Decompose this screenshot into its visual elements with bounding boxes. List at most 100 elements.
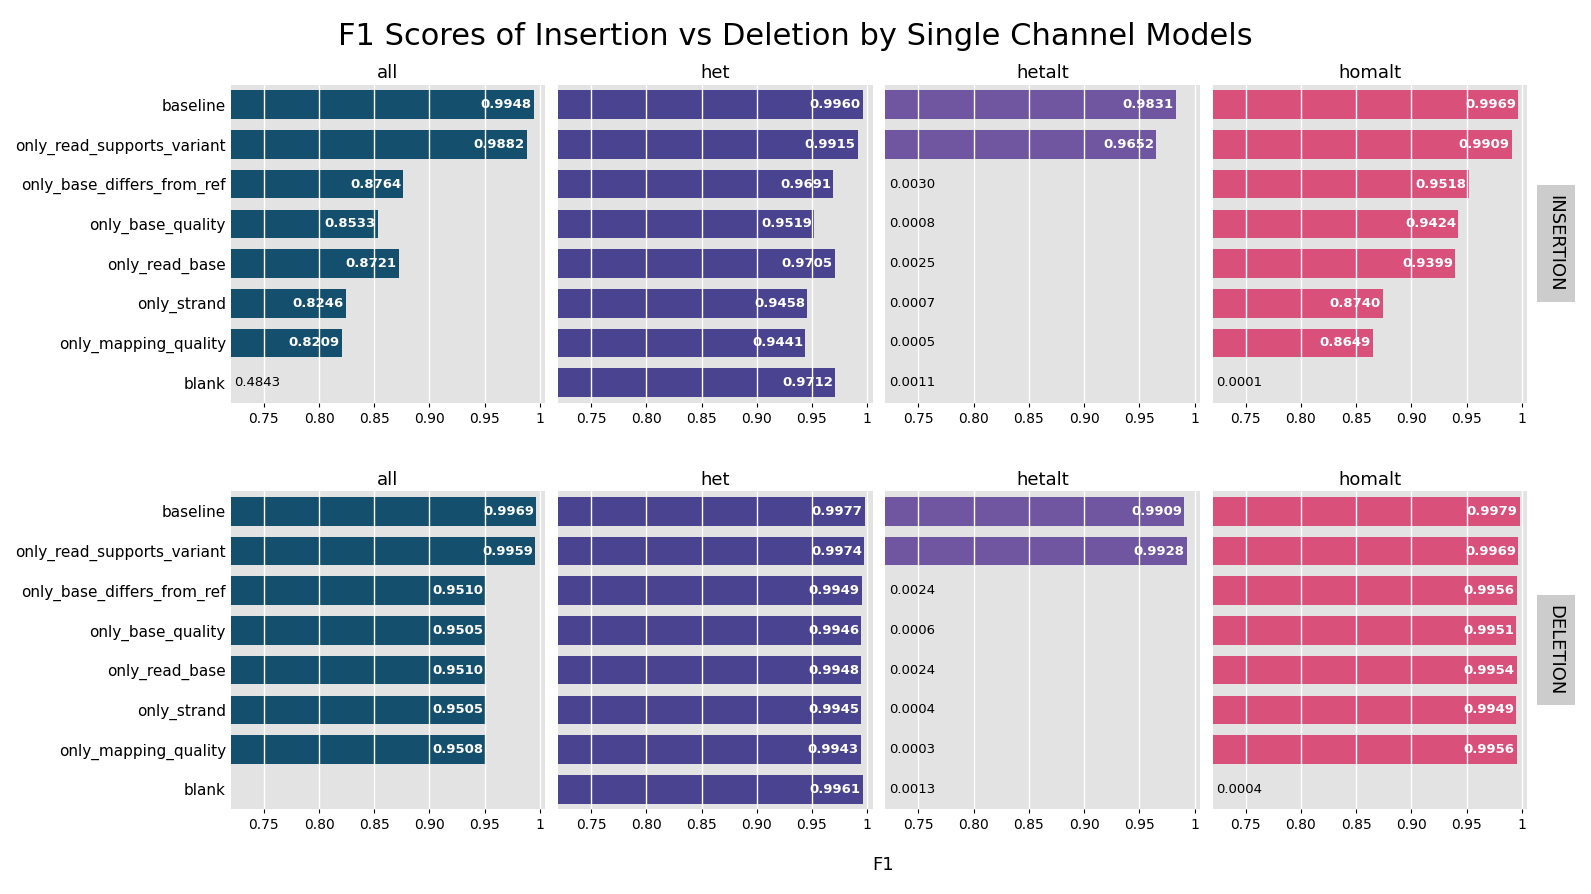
Title: hetalt: hetalt [1017, 470, 1069, 488]
Text: 0.9508: 0.9508 [433, 743, 484, 756]
Text: 0.4843: 0.4843 [234, 376, 280, 389]
Bar [231, 616, 485, 645]
Text: 0.9969: 0.9969 [1465, 98, 1516, 111]
Bar [1212, 656, 1516, 685]
Bar [1212, 329, 1373, 358]
Text: 0.9954: 0.9954 [1464, 663, 1515, 677]
Title: all: all [377, 64, 399, 82]
Bar [558, 616, 861, 645]
Bar [885, 90, 1176, 119]
Text: 0.9948: 0.9948 [480, 98, 531, 111]
Title: hetalt: hetalt [1017, 64, 1069, 82]
Text: F1 Scores of Insertion vs Deletion by Single Channel Models: F1 Scores of Insertion vs Deletion by Si… [339, 22, 1252, 51]
Bar [558, 577, 862, 605]
Text: 0.9969: 0.9969 [1465, 544, 1516, 558]
Text: 0.8533: 0.8533 [325, 217, 375, 231]
Bar [231, 170, 404, 198]
Text: 0.9705: 0.9705 [781, 257, 832, 270]
Text: 0.9831: 0.9831 [1123, 98, 1174, 111]
Text: 0.9948: 0.9948 [808, 663, 859, 677]
Text: 0.0003: 0.0003 [889, 743, 936, 756]
Text: 0.9505: 0.9505 [433, 704, 484, 716]
Bar [885, 497, 1184, 526]
Bar [231, 209, 379, 238]
Text: 0.8721: 0.8721 [345, 257, 396, 270]
Bar [558, 656, 861, 685]
Bar [558, 329, 805, 358]
Text: 0.0025: 0.0025 [889, 257, 936, 270]
Text: 0.9518: 0.9518 [1416, 178, 1467, 190]
Bar [558, 90, 862, 119]
Bar [231, 536, 535, 565]
Text: 0.9979: 0.9979 [1467, 505, 1518, 518]
Bar [558, 497, 864, 526]
Text: 0.8209: 0.8209 [290, 336, 340, 350]
Bar [1212, 577, 1516, 605]
Bar [13, 775, 231, 804]
Title: het: het [700, 64, 730, 82]
Text: 0.9652: 0.9652 [1103, 138, 1153, 151]
Bar [558, 775, 862, 804]
Text: DELETION: DELETION [1546, 605, 1564, 696]
Text: 0.9909: 0.9909 [1131, 505, 1182, 518]
Text: 0.0007: 0.0007 [889, 297, 936, 310]
Text: 0.0006: 0.0006 [889, 624, 934, 637]
Text: 0.9928: 0.9928 [1133, 544, 1184, 558]
Text: 0.9882: 0.9882 [474, 138, 525, 151]
Bar [231, 90, 535, 119]
Bar [1212, 209, 1459, 238]
Text: 0.9915: 0.9915 [805, 138, 856, 151]
Bar [558, 131, 858, 159]
Text: 0.0024: 0.0024 [889, 584, 936, 597]
Bar [558, 368, 835, 397]
Bar [558, 696, 861, 724]
Title: homalt: homalt [1338, 64, 1402, 82]
Bar [231, 329, 342, 358]
Text: 0.0005: 0.0005 [889, 336, 936, 350]
Text: 0.9949: 0.9949 [808, 584, 859, 597]
Text: 0.9945: 0.9945 [808, 704, 859, 716]
Bar [231, 656, 485, 685]
Text: 0.8246: 0.8246 [293, 297, 344, 310]
Bar [231, 131, 527, 159]
Text: 0.9974: 0.9974 [811, 544, 862, 558]
Text: 0.9441: 0.9441 [753, 336, 803, 350]
Bar [1212, 536, 1518, 565]
Text: 0.0013: 0.0013 [889, 783, 936, 796]
Bar [885, 536, 1187, 565]
Text: 0.9946: 0.9946 [808, 624, 859, 637]
Text: 0.0024: 0.0024 [889, 663, 936, 677]
Title: all: all [377, 470, 399, 488]
Bar [558, 289, 807, 317]
Bar [231, 497, 536, 526]
Title: het: het [700, 470, 730, 488]
Bar [1212, 696, 1516, 724]
Bar [1212, 497, 1519, 526]
Bar [558, 249, 835, 278]
Text: 0.9399: 0.9399 [1402, 257, 1453, 270]
Text: 0.9510: 0.9510 [433, 663, 484, 677]
Bar [1212, 289, 1383, 317]
Text: 0.9712: 0.9712 [783, 376, 834, 389]
Text: 0.0004: 0.0004 [889, 704, 934, 716]
Text: 0.9519: 0.9519 [760, 217, 811, 231]
Bar [231, 249, 399, 278]
Text: F1: F1 [872, 856, 894, 874]
Text: 0.9510: 0.9510 [433, 584, 484, 597]
Text: 0.8764: 0.8764 [350, 178, 401, 190]
Bar [1212, 90, 1518, 119]
Bar [558, 170, 834, 198]
Text: 0.8740: 0.8740 [1328, 297, 1381, 310]
Text: 0.0030: 0.0030 [889, 178, 936, 190]
Bar [558, 209, 815, 238]
Text: 0.9909: 0.9909 [1459, 138, 1510, 151]
Text: 0.0004: 0.0004 [1216, 783, 1262, 796]
Text: 0.9959: 0.9959 [482, 544, 533, 558]
Text: 0.5219: 0.5219 [0, 783, 10, 796]
Text: 0.9943: 0.9943 [808, 743, 859, 756]
Text: 0.0011: 0.0011 [889, 376, 936, 389]
Text: 0.9956: 0.9956 [1464, 743, 1515, 756]
Bar [1212, 170, 1468, 198]
Bar [1212, 735, 1516, 763]
Text: 0.0008: 0.0008 [889, 217, 934, 231]
